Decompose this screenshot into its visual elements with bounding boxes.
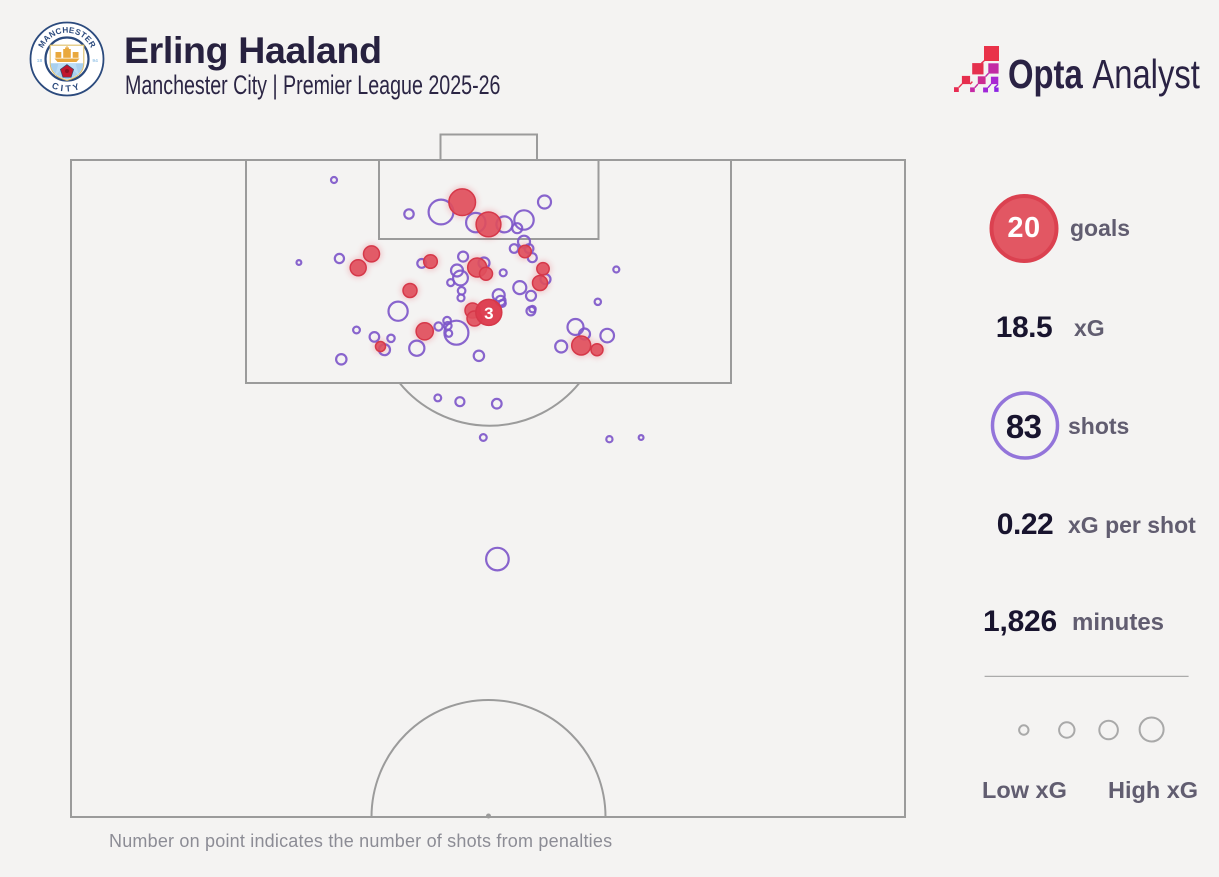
- svg-text:18: 18: [37, 58, 43, 64]
- svg-text:3: 3: [484, 304, 493, 323]
- svg-text:94: 94: [92, 58, 98, 64]
- svg-text:CITY: CITY: [51, 80, 84, 93]
